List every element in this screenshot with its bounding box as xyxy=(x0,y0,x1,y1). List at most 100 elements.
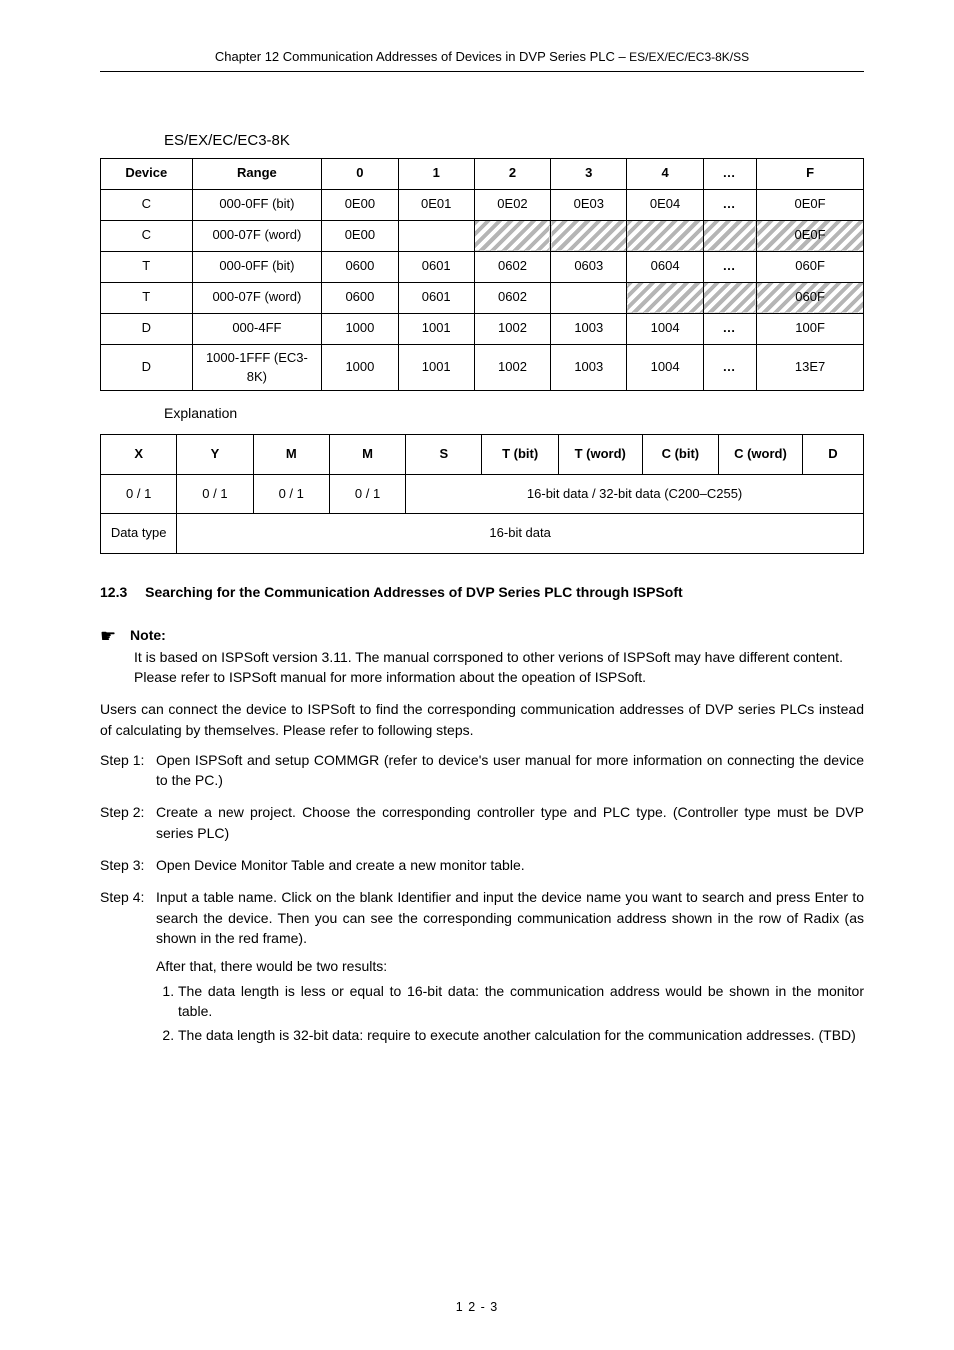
t1-range-cell: 000-4FF xyxy=(192,313,322,344)
t1-value-cell: 1003 xyxy=(551,313,627,344)
note-block: ☛ Note: It is based on ISPSoft version 3… xyxy=(100,621,864,688)
t2-cell-wide: 16-bit data / 32-bit data (C200–C255) xyxy=(406,474,864,514)
t2-col-header: C (bit) xyxy=(642,434,718,474)
t1-value-cell xyxy=(627,282,703,313)
t1-col-header: 4 xyxy=(627,158,703,189)
t2-col-header: M xyxy=(329,434,405,474)
t1-range-cell: 000-0FF (bit) xyxy=(192,189,322,220)
page-content: ES/EX/EC/EC3-8K DeviceRange01234…F C000-… xyxy=(100,130,864,1057)
t1-value-cell: … xyxy=(703,189,756,220)
t1-value-cell: 0600 xyxy=(322,251,398,282)
t1-col-header: Range xyxy=(192,158,322,189)
t2-col-header: C (word) xyxy=(719,434,803,474)
t1-range-cell: 000-0FF (bit) xyxy=(192,251,322,282)
section-number: 12.3 xyxy=(100,584,127,600)
t1-device-cell: C xyxy=(101,189,193,220)
t1-col-header: F xyxy=(757,158,864,189)
t1-value-cell: 0601 xyxy=(398,282,474,313)
t1-value-cell xyxy=(627,220,703,251)
header-dash: – xyxy=(619,49,626,64)
explanation-table: XYMMST (bit)T (word)C (bit)C (word)D 0 /… xyxy=(100,434,864,555)
t1-value-cell: 1002 xyxy=(474,344,550,391)
page-footer: 1 2 - 3 xyxy=(0,1298,954,1316)
note-body: It is based on ISPSoft version 3.11. The… xyxy=(134,647,864,688)
t1-value-cell: 0E02 xyxy=(474,189,550,220)
t2-col-header: M xyxy=(253,434,329,474)
t1-value-cell: 060F xyxy=(757,282,864,313)
t1-value-cell: 0E0F xyxy=(757,189,864,220)
t1-device-cell: D xyxy=(101,313,193,344)
header-left: Chapter 12 Communication Addresses of De… xyxy=(215,49,619,64)
pointing-hand-icon: ☛ xyxy=(100,623,116,649)
table-row: T000-07F (word)060006010602 060F xyxy=(101,282,864,313)
t2-row-label: Data type xyxy=(101,514,177,554)
t1-col-header: 2 xyxy=(474,158,550,189)
steps-list: Open ISPSoft and setup COMMGR (refer to … xyxy=(100,750,864,1046)
substep-item: The data length is less or equal to 16-b… xyxy=(178,981,864,1022)
table-row: D1000-1FFF (EC3-8K)10001001100210031004…… xyxy=(101,344,864,391)
step-item: Open ISPSoft and setup COMMGR (refer to … xyxy=(100,750,864,791)
t1-col-header: … xyxy=(703,158,756,189)
t2-col-header: Y xyxy=(177,434,253,474)
table-row: C000-0FF (bit)0E000E010E020E030E04…0E0F xyxy=(101,189,864,220)
substeps-list: The data length is less or equal to 16-b… xyxy=(178,981,864,1046)
t1-value-cell: … xyxy=(703,344,756,391)
t2-row-value: 16-bit data xyxy=(177,514,864,554)
t1-value-cell: 0602 xyxy=(474,251,550,282)
explanation-label: Explanation xyxy=(164,403,864,423)
section-heading-text: Searching for the Communication Addresse… xyxy=(145,584,683,600)
step-item: Input a table name. Click on the blank I… xyxy=(100,887,864,1045)
t1-value-cell: 0E03 xyxy=(551,189,627,220)
t2-col-header: S xyxy=(406,434,482,474)
t1-value-cell: 1002 xyxy=(474,313,550,344)
t2-col-header: D xyxy=(802,434,863,474)
t1-value-cell xyxy=(474,220,550,251)
t1-value-cell: 0603 xyxy=(551,251,627,282)
table-row: C000-07F (word)0E000E0F xyxy=(101,220,864,251)
t1-value-cell: 1004 xyxy=(627,344,703,391)
t1-value-cell: 0E0F xyxy=(757,220,864,251)
t1-range-cell: 1000-1FFF (EC3-8K) xyxy=(192,344,322,391)
t2-cell: 0 / 1 xyxy=(253,474,329,514)
t1-value-cell: 0E00 xyxy=(322,220,398,251)
t2-col-header: T (bit) xyxy=(482,434,558,474)
t1-value-cell: 060F xyxy=(757,251,864,282)
header-right: ES/EX/EC/EC3-8K/SS xyxy=(626,50,749,64)
step-item: Create a new project. Choose the corresp… xyxy=(100,802,864,843)
t1-value-cell xyxy=(551,220,627,251)
t2-col-header: X xyxy=(101,434,177,474)
t1-value-cell: 0600 xyxy=(322,282,398,313)
table-row: 0 / 10 / 10 / 10 / 116-bit data / 32-bit… xyxy=(101,474,864,514)
t2-cell: 0 / 1 xyxy=(329,474,405,514)
t1-value-cell: … xyxy=(703,251,756,282)
t1-col-header: 1 xyxy=(398,158,474,189)
substeps-intro: After that, there would be two results: xyxy=(156,956,864,976)
t1-value-cell: 1003 xyxy=(551,344,627,391)
t1-value-cell: 1001 xyxy=(398,344,474,391)
t1-value-cell: 13E7 xyxy=(757,344,864,391)
t1-value-cell xyxy=(703,282,756,313)
t1-value-cell: … xyxy=(703,313,756,344)
t1-col-header: 3 xyxy=(551,158,627,189)
t1-value-cell: 1001 xyxy=(398,313,474,344)
t1-value-cell: 0E00 xyxy=(322,189,398,220)
t1-device-cell: D xyxy=(101,344,193,391)
t1-value-cell: 1004 xyxy=(627,313,703,344)
t1-value-cell xyxy=(398,220,474,251)
t1-device-cell: T xyxy=(101,282,193,313)
table-row: T000-0FF (bit)06000601060206030604…060F xyxy=(101,251,864,282)
t2-cell: 0 / 1 xyxy=(177,474,253,514)
t1-col-header: Device xyxy=(101,158,193,189)
t1-value-cell: 0602 xyxy=(474,282,550,313)
t1-value-cell: 0604 xyxy=(627,251,703,282)
section-12-3-heading: 12.3 Searching for the Communication Add… xyxy=(100,582,864,602)
table-row: Data type16-bit data xyxy=(101,514,864,554)
t1-range-cell: 000-07F (word) xyxy=(192,220,322,251)
t1-value-cell: 100F xyxy=(757,313,864,344)
note-label: Note: xyxy=(130,627,166,643)
t1-value-cell: 1000 xyxy=(322,313,398,344)
t2-col-header: T (word) xyxy=(558,434,642,474)
t1-range-cell: 000-07F (word) xyxy=(192,282,322,313)
t1-col-header: 0 xyxy=(322,158,398,189)
intro-paragraph: Users can connect the device to ISPSoft … xyxy=(100,699,864,740)
